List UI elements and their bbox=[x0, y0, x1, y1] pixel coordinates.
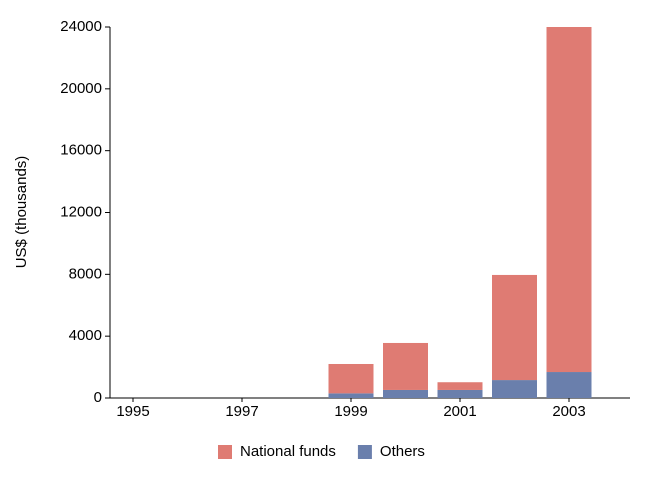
legend-label: Others bbox=[380, 443, 425, 460]
x-tick-label: 2003 bbox=[552, 403, 585, 420]
legend-label: National funds bbox=[240, 443, 336, 460]
bar-segment bbox=[328, 393, 374, 398]
y-axis-label: US$ (thousands) bbox=[13, 156, 30, 269]
legend-swatch bbox=[357, 445, 372, 459]
bar-segment bbox=[437, 382, 483, 390]
bar-segment bbox=[383, 342, 428, 390]
bar-segment bbox=[492, 274, 537, 381]
y-tick-label: 4000 bbox=[69, 327, 102, 344]
x-tick-label: 2001 bbox=[443, 403, 476, 420]
y-tick-label: 20000 bbox=[60, 80, 102, 97]
x-tick-label: 1995 bbox=[116, 403, 149, 420]
y-tick-label: 12000 bbox=[60, 203, 102, 220]
bar-segment bbox=[383, 389, 428, 398]
legend-swatch bbox=[218, 445, 232, 459]
y-tick-label: 0 bbox=[94, 389, 102, 406]
bar-segment bbox=[546, 27, 592, 373]
x-tick-label: 1997 bbox=[225, 403, 258, 420]
bar-segment bbox=[328, 363, 374, 394]
bar-segment bbox=[492, 380, 537, 398]
y-tick-label: 8000 bbox=[69, 265, 102, 282]
bar-segment bbox=[546, 372, 592, 398]
bar-segment bbox=[437, 389, 483, 398]
x-tick-label: 1999 bbox=[334, 403, 367, 420]
y-tick-label: 24000 bbox=[60, 18, 102, 35]
y-tick-label: 16000 bbox=[60, 142, 102, 159]
